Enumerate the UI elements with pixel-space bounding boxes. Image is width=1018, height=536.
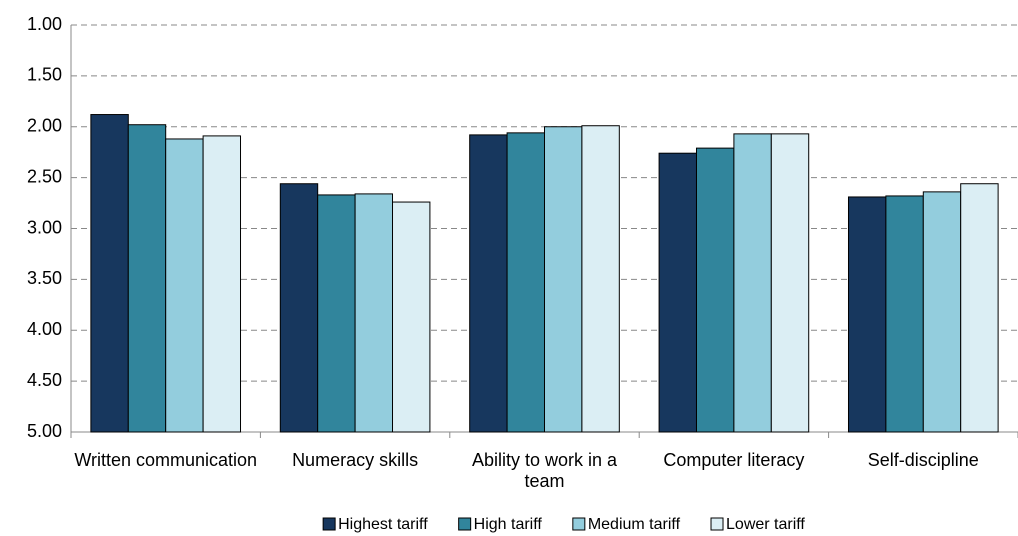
- legend-swatch: [572, 517, 586, 531]
- bar: [770, 133, 810, 433]
- y-tick-label: 4.00: [27, 319, 62, 339]
- legend-label: Medium tariff: [588, 516, 681, 533]
- bar: [960, 183, 999, 433]
- bar: [581, 125, 620, 433]
- bar: [317, 194, 356, 433]
- bar: [506, 132, 546, 433]
- bar: [885, 195, 924, 433]
- legend-label: High tariff: [474, 516, 543, 533]
- y-tick-label: 1.50: [27, 65, 62, 85]
- bar: [127, 124, 167, 433]
- x-tick-label: Numeracy skills: [292, 450, 419, 470]
- bar: [202, 135, 242, 433]
- bar: [469, 134, 508, 433]
- bar: [922, 191, 962, 433]
- y-tick-label: 1.00: [27, 14, 62, 34]
- legend-swatch: [322, 517, 336, 531]
- x-tick-label: Self-discipline: [867, 450, 979, 470]
- legend-swatch: [710, 517, 724, 531]
- legend-label: Lower tariff: [726, 516, 805, 533]
- bar: [354, 193, 394, 433]
- x-tick-label: Ability to work in a team: [471, 450, 618, 491]
- x-tick-label: Computer literacy: [663, 450, 805, 470]
- y-tick-label: 2.50: [27, 166, 62, 186]
- bar: [733, 133, 772, 433]
- y-tick-label: 4.50: [27, 370, 62, 390]
- bar: [392, 201, 431, 433]
- bar: [544, 126, 583, 433]
- bar: [658, 152, 697, 433]
- legend-swatch: [458, 517, 472, 531]
- bar: [847, 196, 887, 433]
- x-tick-label: Written communication: [74, 450, 258, 470]
- bar: [90, 114, 129, 433]
- y-tick-label: 3.50: [27, 268, 62, 288]
- bar: [695, 147, 735, 433]
- bar: [165, 138, 204, 433]
- bar: [279, 183, 319, 433]
- y-tick-label: 3.00: [27, 217, 62, 237]
- legend-label: Highest tariff: [338, 516, 428, 533]
- y-tick-label: 2.00: [27, 116, 62, 136]
- y-tick-label: 5.00: [27, 421, 62, 441]
